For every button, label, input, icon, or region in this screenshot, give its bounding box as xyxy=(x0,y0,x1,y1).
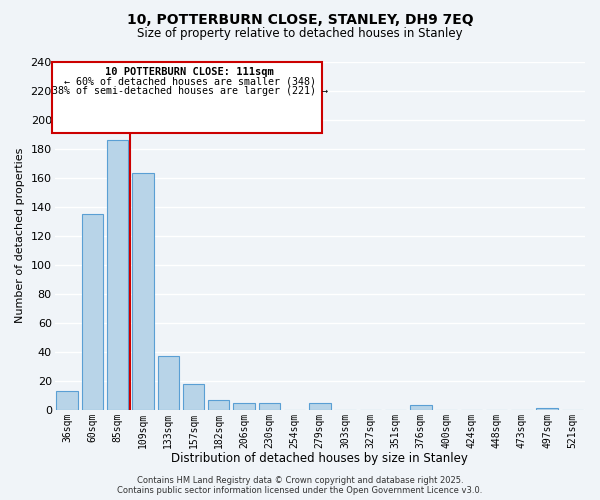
Bar xyxy=(82,214,103,410)
Bar xyxy=(132,173,154,410)
Bar xyxy=(183,384,204,410)
X-axis label: Distribution of detached houses by size in Stanley: Distribution of detached houses by size … xyxy=(172,452,468,465)
Text: ← 60% of detached houses are smaller (348): ← 60% of detached houses are smaller (34… xyxy=(64,76,316,86)
Text: 10, POTTERBURN CLOSE, STANLEY, DH9 7EQ: 10, POTTERBURN CLOSE, STANLEY, DH9 7EQ xyxy=(127,12,473,26)
Text: 10 POTTERBURN CLOSE: 111sqm: 10 POTTERBURN CLOSE: 111sqm xyxy=(106,66,274,76)
Bar xyxy=(259,402,280,410)
Bar xyxy=(410,406,431,410)
Bar xyxy=(233,402,255,410)
Bar xyxy=(208,400,229,410)
Text: 38% of semi-detached houses are larger (221) →: 38% of semi-detached houses are larger (… xyxy=(52,86,328,96)
Y-axis label: Number of detached properties: Number of detached properties xyxy=(15,148,25,324)
Text: Contains HM Land Registry data © Crown copyright and database right 2025.
Contai: Contains HM Land Registry data © Crown c… xyxy=(118,476,482,495)
FancyBboxPatch shape xyxy=(52,62,322,133)
Bar xyxy=(56,391,78,410)
Bar xyxy=(107,140,128,410)
Bar xyxy=(158,356,179,410)
Bar xyxy=(536,408,558,410)
Text: Size of property relative to detached houses in Stanley: Size of property relative to detached ho… xyxy=(137,28,463,40)
Bar xyxy=(309,402,331,410)
